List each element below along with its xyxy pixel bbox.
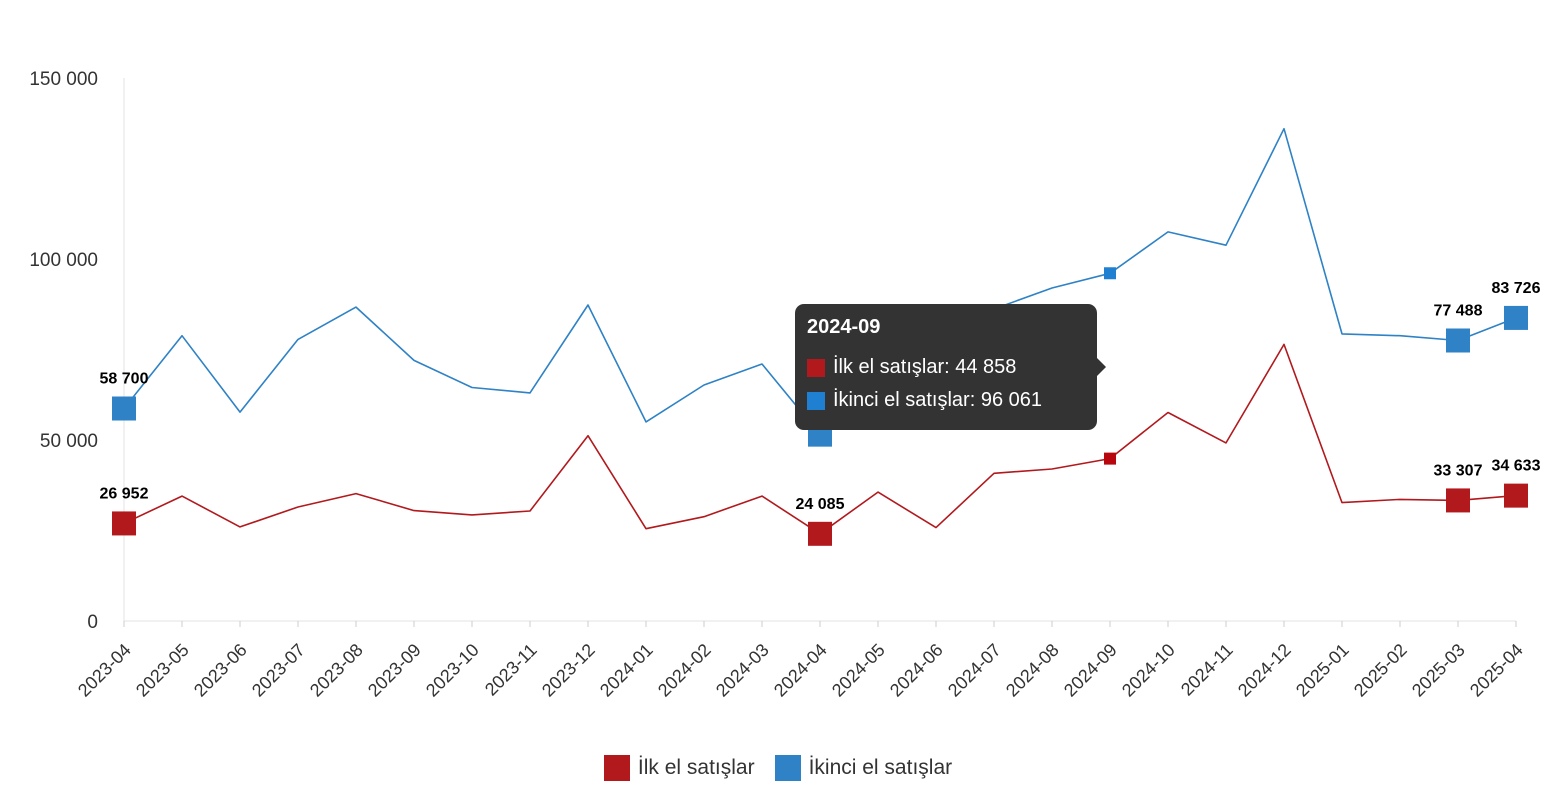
x-tick-label: 2023-05 xyxy=(132,640,193,701)
x-tick-label: 2024-05 xyxy=(828,640,889,701)
x-tick-label: 2025-04 xyxy=(1466,640,1527,701)
x-tick-label: 2025-01 xyxy=(1292,640,1353,701)
x-tick-label: 2024-07 xyxy=(944,640,1005,701)
data-label: 77 488 xyxy=(1434,302,1483,319)
legend-swatch xyxy=(774,755,801,781)
x-tick-label: 2024-02 xyxy=(654,640,715,701)
hover-marker xyxy=(1104,267,1116,280)
data-marker xyxy=(1504,305,1528,330)
tooltip-row-second-hand: İkinci el satışlar: 96 061 xyxy=(807,384,1085,417)
data-marker xyxy=(1504,483,1528,508)
tooltip-swatch xyxy=(807,391,825,410)
legend: İlk el satışlar İkinci el satışlar xyxy=(0,752,1556,784)
x-tick-label: 2024-03 xyxy=(712,640,773,701)
x-tick-label: 2024-12 xyxy=(1234,640,1295,701)
x-tick-label: 2023-07 xyxy=(248,640,309,701)
x-tick-label: 2024-04 xyxy=(770,640,831,701)
data-marker xyxy=(808,521,832,546)
legend-swatch xyxy=(603,755,630,781)
x-tick-label: 2023-09 xyxy=(364,640,425,701)
data-marker xyxy=(1446,328,1470,353)
x-tick-label: 2023-10 xyxy=(422,640,483,701)
x-tick-label: 2023-11 xyxy=(481,640,541,700)
legend-item-first-hand[interactable]: İlk el satışlar xyxy=(603,755,755,781)
hover-marker xyxy=(1104,452,1116,465)
legend-label: İlk el satışlar xyxy=(637,756,755,779)
y-tick-label: 0 xyxy=(87,612,98,633)
legend-item-second-hand[interactable]: İkinci el satışlar xyxy=(774,755,953,781)
y-tick-label: 50 000 xyxy=(40,431,98,452)
data-marker xyxy=(112,511,136,536)
data-label: 24 085 xyxy=(796,496,845,513)
x-tick-label: 2024-06 xyxy=(886,640,947,701)
x-tick-label: 2024-09 xyxy=(1060,640,1121,701)
y-tick-label: 150 000 xyxy=(29,69,98,90)
x-tick-label: 2024-11 xyxy=(1177,640,1237,700)
x-tick-label: 2023-08 xyxy=(306,640,367,701)
tooltip: 2024-09 İlk el satışlar: 44 858 İkinci e… xyxy=(795,304,1106,430)
x-tick-label: 2025-02 xyxy=(1350,640,1411,701)
legend-label: İkinci el satışlar xyxy=(808,756,953,779)
x-tick-label: 2023-06 xyxy=(190,640,251,701)
data-label: 83 726 xyxy=(1492,280,1541,297)
tooltip-row-label: İkinci el satışlar: 96 061 xyxy=(833,389,1042,411)
data-label: 34 633 xyxy=(1492,458,1541,475)
x-tick-label: 2023-04 xyxy=(74,640,135,701)
x-tick-label: 2024-01 xyxy=(596,640,657,701)
x-tick-label: 2024-08 xyxy=(1002,640,1063,701)
x-tick-label: 2023-12 xyxy=(538,640,599,701)
data-label: 58 700 xyxy=(100,371,149,388)
tooltip-title: 2024-09 xyxy=(807,316,881,338)
data-label: 26 952 xyxy=(100,485,149,502)
x-tick-label: 2024-10 xyxy=(1118,640,1179,701)
tooltip-row-first-hand: İlk el satışlar: 44 858 xyxy=(807,351,1085,384)
x-tick-label: 2025-03 xyxy=(1408,640,1469,701)
data-marker xyxy=(1446,488,1470,513)
data-marker xyxy=(112,396,136,421)
tooltip-arrow xyxy=(1097,358,1106,376)
data-label: 33 307 xyxy=(1434,462,1483,479)
tooltip-row-label: İlk el satışlar: 44 858 xyxy=(833,356,1017,378)
y-tick-label: 100 000 xyxy=(29,250,98,271)
tooltip-swatch xyxy=(807,358,825,377)
